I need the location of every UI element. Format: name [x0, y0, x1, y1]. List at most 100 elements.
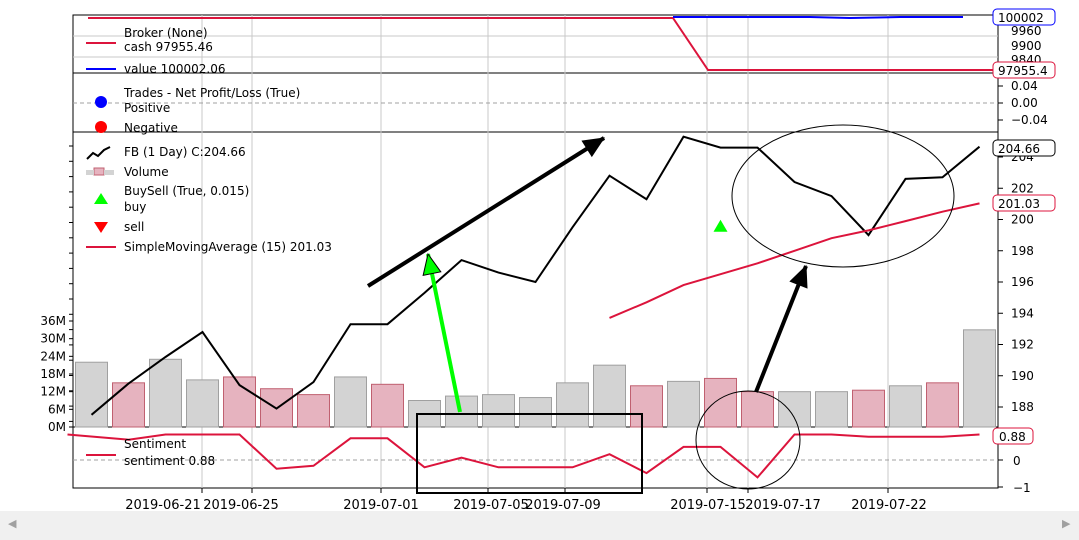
sma-series [609, 202, 980, 319]
sentiment-series [67, 433, 980, 479]
cash-series [88, 17, 993, 71]
volume-legend-label: Volume [124, 165, 169, 179]
value-series [673, 16, 963, 20]
volume-bar [149, 358, 182, 428]
annotation-arrow-green-shaft [426, 253, 462, 413]
volume-y-tick: 0M [48, 420, 66, 434]
price-y-tick: 202 [1011, 181, 1034, 195]
close-price-tag-box [992, 139, 1056, 157]
volume-bar [926, 382, 959, 428]
volume-bar [519, 397, 552, 428]
price-y-tick: 196 [1011, 275, 1034, 289]
volume-bar [334, 376, 367, 428]
volume-bar [75, 361, 108, 428]
volume-bar [593, 364, 626, 428]
horizontal-scrollbar[interactable]: ◀ ▶ [0, 511, 1079, 540]
volume-bar [556, 382, 589, 428]
negative-legend-label: Negative [124, 121, 178, 135]
volume-bar [852, 389, 885, 428]
close-price-tag: 204.66 [998, 142, 1040, 156]
broker-y-tick: 9900 [1011, 39, 1042, 53]
negative-legend-marker [95, 121, 107, 133]
trades-legend-title: Trades - Net Profit/Loss (True) [123, 86, 300, 100]
x-tick-label: 2019-07-15 [670, 498, 746, 511]
volume-bar [482, 394, 515, 428]
volume-bar [112, 382, 145, 428]
value-legend-label: value 100002.06 [124, 62, 225, 76]
price-y-tick: 194 [1011, 306, 1034, 320]
sma-price-tag: 201.03 [998, 197, 1040, 211]
close-price-series [90, 135, 981, 416]
volume-bar [445, 395, 478, 428]
scroll-right-icon[interactable]: ▶ [1062, 517, 1071, 530]
volume-bar [963, 329, 996, 428]
volume-y-tick: 6M [48, 402, 66, 416]
x-tick-label: 2019-07-01 [343, 498, 419, 511]
annotation-arrow-up-head [581, 137, 606, 158]
annotation-arrow-green-head [422, 252, 442, 277]
volume-y-tick: 36M [40, 314, 66, 328]
sentiment-legend-title: Sentiment [124, 437, 186, 451]
buy-marker [713, 219, 728, 232]
volume-legend-swatch [104, 170, 114, 175]
x-tick-label: 2019-07-05 [453, 498, 529, 511]
volume-y-tick: 30M [40, 332, 66, 346]
trades-y-tick: −0.04 [1011, 113, 1048, 127]
price-y-tick: 192 [1011, 338, 1034, 352]
volume-bar [630, 385, 663, 428]
price-y-tick: 190 [1011, 369, 1034, 383]
sma-legend-label: SimpleMovingAverage (15) 201.03 [124, 240, 332, 254]
cash-price-tag: 97955.4 [998, 64, 1048, 78]
volume-bar [704, 377, 737, 428]
volume-bar [186, 379, 219, 428]
buysell-legend-title: BuySell (True, 0.015) [124, 184, 249, 198]
x-tick-label: 2019-06-21 [125, 498, 201, 511]
volume-bar [889, 385, 922, 428]
scroll-left-icon[interactable]: ◀ [8, 517, 17, 530]
trades-y-tick: 0.00 [1011, 96, 1038, 110]
x-tick-label: 2019-06-25 [203, 498, 279, 511]
cash-price-tag-box [992, 61, 1056, 79]
annotation-arrow-circle-shaft [754, 265, 808, 393]
value-price-tag: 100002 [998, 11, 1044, 25]
broker-legend-title: Broker (None) [124, 26, 208, 40]
sentiment-y-tick: 0 [1013, 454, 1021, 468]
x-tick-label: 2019-07-22 [851, 498, 927, 511]
annotation-rectangle [416, 413, 643, 494]
volume-bar [778, 391, 811, 428]
value-price-tag-box [992, 8, 1056, 26]
close-legend-label: FB (1 Day) C:204.66 [124, 145, 246, 159]
volume-bar [741, 391, 774, 428]
sell-legend-marker [94, 222, 108, 233]
sentiment-price-tag-box [992, 427, 1034, 445]
positive-legend-marker [95, 96, 107, 108]
annotation-arrow-circle-head [789, 264, 808, 289]
volume-bar [667, 380, 700, 428]
x-tick-label: 2019-07-17 [745, 498, 821, 511]
price-y-tick: 198 [1011, 244, 1034, 258]
close-legend-swatch [86, 146, 111, 160]
buy-legend-marker [94, 193, 108, 204]
sma-price-tag-box [992, 194, 1056, 212]
sentiment-price-tag: 0.88 [999, 430, 1026, 444]
volume-bar [371, 383, 404, 428]
buy-legend-label: buy [124, 200, 146, 214]
annotation-ellipse-top [731, 124, 955, 268]
volume-y-tick: 24M [40, 349, 66, 363]
cash-legend-label: cash 97955.46 [124, 40, 213, 54]
x-tick-label: 2019-07-09 [525, 498, 601, 511]
volume-y-tick: 18M [40, 367, 66, 381]
volume-bar [815, 391, 848, 428]
annotation-ellipse-bottom [695, 390, 801, 490]
annotation-arrow-up-shaft [366, 136, 606, 288]
sentiment-legend-label: sentiment 0.88 [124, 454, 215, 468]
broker-y-tick: 9960 [1011, 24, 1042, 38]
trades-y-tick: 0.04 [1011, 79, 1038, 93]
volume-legend-swatch [93, 167, 105, 176]
sell-legend-label: sell [124, 220, 144, 234]
volume-bar [297, 394, 330, 428]
sentiment-y-tick: −1 [1013, 481, 1031, 495]
volume-y-tick: 12M [40, 385, 66, 399]
chart-svg: Broker (None)cash 97955.46 value 100002.0… [40, 8, 1056, 513]
